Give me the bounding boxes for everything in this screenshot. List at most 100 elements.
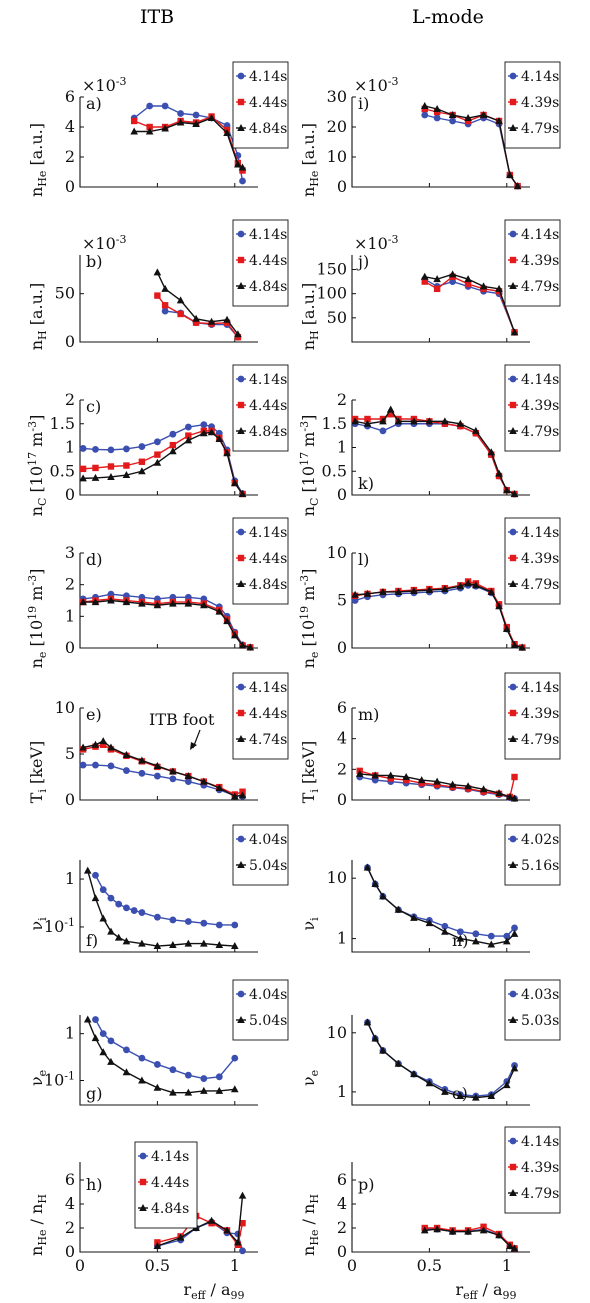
y-tick-label: 10	[55, 698, 75, 717]
data-point	[200, 939, 208, 947]
axes	[351, 255, 530, 343]
data-point	[161, 284, 169, 292]
legend-label: 4.79s	[521, 424, 559, 440]
data-point	[371, 771, 380, 779]
legend-marker	[509, 554, 517, 562]
data-point	[464, 1227, 472, 1235]
legend-label: 4.39s	[521, 253, 559, 269]
data-point	[107, 596, 115, 604]
x-tick-label: 0	[347, 1256, 357, 1275]
legend-marker	[509, 1016, 517, 1023]
data-point	[79, 465, 87, 473]
data-point	[200, 1086, 208, 1094]
legend-label: 5.04s	[249, 858, 287, 874]
data-point	[487, 940, 496, 948]
legend: 4.14s 4.39s 4.79s	[504, 1126, 561, 1214]
data-point	[479, 282, 488, 290]
series-line-4.04s	[94, 874, 235, 926]
legend-label: 4.44s	[151, 1175, 189, 1191]
data-point	[495, 117, 503, 124]
axes	[351, 400, 530, 496]
data-point	[153, 1083, 162, 1091]
panel-label: a)	[86, 94, 102, 113]
data-point	[138, 909, 146, 916]
series-line-4.79s	[424, 1228, 515, 1250]
legend: 4.14s 4.39s 4.79s	[504, 219, 561, 307]
y-tick-label: 4	[65, 1194, 75, 1213]
data-point	[223, 617, 231, 625]
legend-label: 4.84s	[249, 424, 287, 440]
data-point	[169, 916, 177, 924]
legend-marker	[237, 256, 245, 264]
data-point	[510, 1064, 519, 1072]
y-tick-label: 2	[337, 390, 347, 409]
data-point	[479, 111, 488, 118]
legend-label: 4.14s	[521, 525, 559, 541]
x-tick-label: 1	[502, 1256, 512, 1275]
data-point	[207, 114, 216, 121]
panel-label: m)	[358, 705, 379, 724]
data-point	[130, 907, 138, 914]
panel-j: 50 100 150 nH​ [a.u.] ×10-3​j) 4.14s 4.39s 4.79…	[299, 219, 561, 350]
data-point	[456, 934, 465, 942]
legend-marker	[237, 401, 245, 409]
data-point	[207, 428, 216, 436]
data-point	[472, 1093, 480, 1101]
legend-box	[504, 824, 561, 886]
data-point	[495, 469, 503, 477]
data-point	[371, 880, 380, 888]
y-tick-label: 2	[65, 1218, 75, 1237]
data-point	[138, 467, 146, 475]
axes	[351, 553, 530, 649]
panel-c: 0 0.5 1 1.5 2 nC​ [1017​ m-3​] c) 4.14s 4.44s 4.8…	[26, 364, 289, 516]
data-point	[123, 904, 130, 912]
legend-label: 4.44s	[249, 398, 287, 414]
y-tick-label: 6	[65, 87, 75, 106]
data-point	[231, 1054, 239, 1062]
data-point	[138, 756, 146, 764]
data-point	[107, 446, 115, 454]
data-point	[410, 417, 418, 425]
legend-label: 4.74s	[249, 732, 287, 748]
y-tick-label: 150	[316, 260, 347, 279]
data-point	[420, 1226, 429, 1234]
legend-label: 4.14s	[521, 69, 559, 85]
data-point	[79, 445, 87, 452]
data-point	[153, 438, 161, 446]
data-point	[503, 932, 511, 940]
data-point	[91, 598, 100, 606]
axes	[351, 860, 530, 953]
y-tick-label: 10	[327, 868, 347, 887]
data-point	[91, 473, 100, 481]
legend-label: 4.14s	[521, 680, 559, 696]
data-point	[161, 302, 169, 309]
x-axis-label-left: reff​ / a99​	[183, 1280, 244, 1302]
data-point	[230, 631, 239, 639]
data-point	[107, 927, 115, 935]
legend-marker	[237, 124, 245, 131]
series-line-4.14s	[133, 105, 244, 182]
data-point	[184, 939, 193, 947]
x-tick-label: 0	[75, 1256, 85, 1275]
data-point	[479, 1226, 488, 1234]
data-point	[456, 419, 465, 427]
data-point	[138, 1076, 146, 1084]
data-point	[223, 449, 231, 457]
y-tick-label: 5	[65, 744, 75, 763]
y-tick-label: 50	[327, 308, 347, 327]
panel-o: 1 10 νe​ o) 4.03s 5.03s	[299, 979, 561, 1106]
data-point	[153, 761, 162, 769]
data-point	[215, 607, 224, 615]
legend-marker	[509, 990, 517, 998]
data-point	[420, 272, 429, 280]
legend-marker	[237, 98, 245, 106]
data-point	[192, 120, 200, 127]
data-point	[169, 775, 177, 783]
y-axis-label: ne​ [1019​ m-3​]	[26, 569, 49, 669]
data-point	[122, 598, 131, 606]
data-point	[402, 773, 410, 780]
legend-label: 4.39s	[521, 551, 559, 567]
y-tick-label: 10	[327, 1023, 347, 1042]
data-point	[107, 762, 115, 770]
data-point	[234, 160, 242, 168]
